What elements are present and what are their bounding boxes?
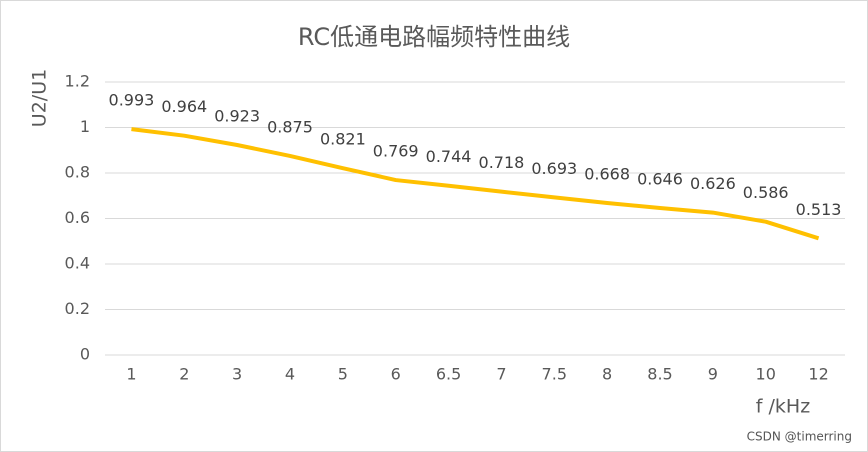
data-label: 0.668 [584,165,630,184]
y-tick-label: 1 [80,117,90,136]
x-tick-label: 2 [179,365,189,384]
data-label: 0.693 [531,159,577,178]
x-tick-label: 10 [756,365,776,384]
data-label: 0.718 [479,153,525,172]
data-label: 0.586 [743,183,789,202]
x-tick-label: 6 [391,365,401,384]
data-label: 0.646 [637,170,683,189]
x-tick-label: 1 [126,365,136,384]
y-tick-label: 0.6 [65,208,90,227]
data-label: 0.875 [267,117,313,136]
y-axis-label: U2/U1 [29,69,51,127]
x-tick-label: 7 [496,365,506,384]
x-tick-label: 4 [285,365,295,384]
x-tick-label: 5 [338,365,348,384]
y-tick-label: 0 [80,345,90,364]
series-line [131,127,820,241]
chart-title: RC低通电路幅频特性曲线 [298,23,570,51]
x-axis-label: f /kHz [756,396,810,418]
x-tick-label: 9 [708,365,718,384]
y-tick-label: 1.2 [65,72,90,91]
y-tick-label: 0.4 [65,254,90,273]
data-label: 0.964 [161,97,207,116]
y-tick-label: 0.8 [65,163,90,182]
x-tick-label: 3 [232,365,242,384]
x-tick-label: 7.5 [542,365,567,384]
data-label: 0.769 [373,142,419,161]
data-label: 0.993 [109,91,155,110]
x-tick-label: 12 [808,365,828,384]
data-label: 0.821 [320,130,366,149]
x-tick-label: 8 [602,365,612,384]
y-tick-label: 0.2 [65,299,90,318]
watermark: CSDN @timerring [747,430,852,444]
data-label: 0.626 [690,174,736,193]
x-tick-label: 6.5 [436,365,461,384]
data-label: 0.744 [426,147,472,166]
data-label: 0.513 [796,200,842,219]
x-tick-label: 8.5 [647,365,672,384]
data-label: 0.923 [214,107,260,126]
